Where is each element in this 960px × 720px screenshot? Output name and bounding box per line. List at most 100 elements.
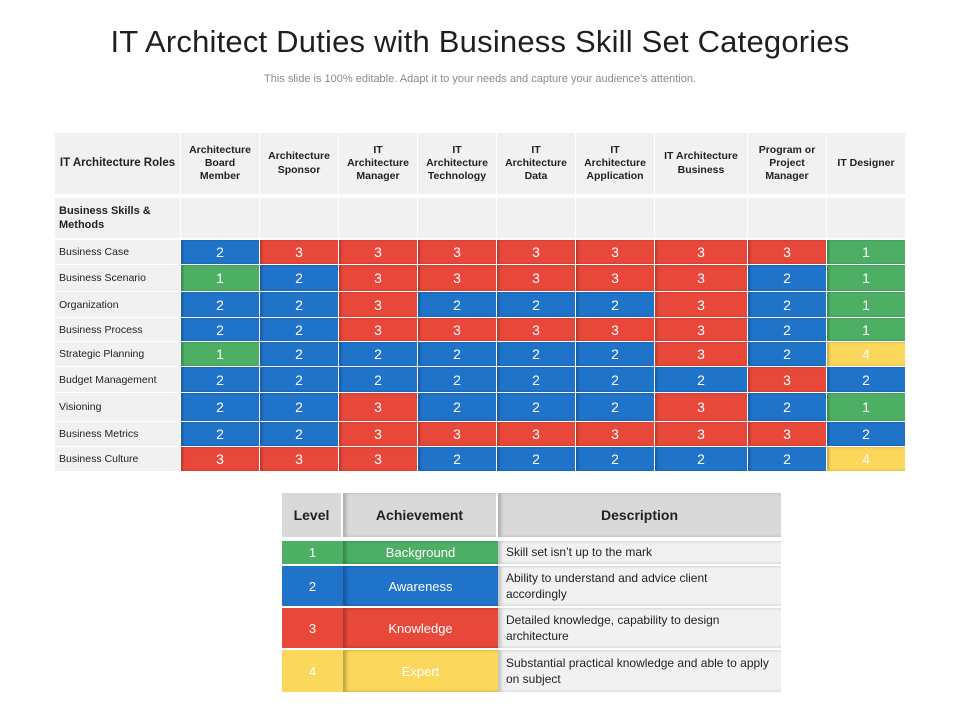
skill-level-cell: 2 — [260, 292, 338, 317]
skill-level-cell: 2 — [339, 367, 417, 392]
legend-description-cell: Skill set isn’t up to the mark — [498, 541, 781, 564]
matrix-corner-header: IT Architecture Roles — [55, 133, 180, 194]
column-header: Program or Project Manager — [748, 133, 826, 194]
row-label: Business Process — [55, 318, 180, 341]
skill-level-cell: 3 — [748, 367, 826, 392]
skill-level-cell: 2 — [576, 342, 654, 366]
row-label: Business Case — [55, 240, 180, 264]
skill-level-cell: 2 — [260, 393, 338, 421]
skill-level-cell: 3 — [576, 422, 654, 446]
row-label: Visioning — [55, 393, 180, 421]
skill-level-cell: 2 — [418, 292, 496, 317]
column-header: IT Architecture Manager — [339, 133, 417, 194]
skill-level-cell: 3 — [260, 240, 338, 264]
skill-level-cell: 2 — [655, 367, 747, 392]
skill-level-cell: 2 — [181, 240, 259, 264]
skill-level-cell: 2 — [260, 265, 338, 291]
row-label: Business Metrics — [55, 422, 180, 446]
skill-level-cell: 2 — [497, 393, 575, 421]
skill-level-cell: 3 — [655, 342, 747, 366]
skill-level-cell: 3 — [497, 318, 575, 341]
skill-level-cell: 2 — [497, 367, 575, 392]
slide-subtitle: This slide is 100% editable. Adapt it to… — [264, 73, 696, 85]
skill-level-cell: 3 — [576, 265, 654, 291]
slide-title: IT Architect Duties with Business Skill … — [110, 24, 850, 59]
section-empty-cell — [655, 198, 747, 238]
skill-level-cell: 1 — [827, 265, 905, 291]
column-header: IT Architecture Data — [497, 133, 575, 194]
skill-level-cell: 2 — [418, 447, 496, 471]
skills-matrix: IT Architecture Roles Architecture Board … — [55, 133, 905, 471]
skill-level-cell: 3 — [339, 265, 417, 291]
row-label: Strategic Planning — [55, 342, 180, 366]
skill-level-cell: 2 — [497, 447, 575, 471]
skill-level-cell: 1 — [827, 318, 905, 341]
legend-description-cell: Detailed knowledge, capability to design… — [498, 608, 781, 648]
column-header: Architecture Board Member — [181, 133, 259, 194]
legend-level-cell: 1 — [282, 541, 343, 564]
skill-level-cell: 2 — [418, 342, 496, 366]
skill-level-cell: 2 — [497, 342, 575, 366]
skill-level-cell: 2 — [181, 422, 259, 446]
skill-level-cell: 4 — [827, 447, 905, 471]
skill-level-cell: 3 — [418, 265, 496, 291]
section-empty-cell — [260, 198, 338, 238]
legend-header-achievement: Achievement — [343, 493, 496, 537]
skill-level-cell: 3 — [339, 447, 417, 471]
legend-achievement-cell: Awareness — [343, 566, 498, 606]
section-empty-cell — [827, 198, 905, 238]
legend-achievement-cell: Background — [343, 541, 498, 564]
skill-level-cell: 3 — [497, 265, 575, 291]
skill-level-cell: 4 — [827, 342, 905, 366]
skill-level-cell: 2 — [260, 342, 338, 366]
level-legend-table: Level Achievement Description 1 Background Sk… — [282, 493, 781, 693]
skill-level-cell: 3 — [497, 240, 575, 264]
skill-level-cell: 2 — [418, 393, 496, 421]
section-label: Business Skills & Methods — [55, 198, 180, 238]
skill-level-cell: 3 — [655, 240, 747, 264]
skill-level-cell: 2 — [181, 318, 259, 341]
section-empty-cell — [339, 198, 417, 238]
skill-level-cell: 2 — [576, 292, 654, 317]
column-header: IT Architecture Application — [576, 133, 654, 194]
skill-level-cell: 2 — [748, 393, 826, 421]
skill-level-cell: 3 — [655, 393, 747, 421]
section-empty-cell — [418, 198, 496, 238]
row-label: Business Scenario — [55, 265, 180, 291]
skill-level-cell: 3 — [339, 292, 417, 317]
skill-level-cell: 2 — [748, 292, 826, 317]
legend-header-level: Level — [282, 493, 341, 537]
skill-level-cell: 2 — [181, 367, 259, 392]
legend-level-cell: 4 — [282, 650, 343, 692]
skill-level-cell: 3 — [418, 318, 496, 341]
column-header: IT Designer — [827, 133, 905, 194]
skill-level-cell: 3 — [181, 447, 259, 471]
skill-level-cell: 2 — [576, 393, 654, 421]
legend-level-cell: 2 — [282, 566, 343, 606]
skill-level-cell: 3 — [418, 422, 496, 446]
skill-level-cell: 3 — [655, 318, 747, 341]
skill-level-cell: 3 — [339, 422, 417, 446]
column-header: IT Architecture Technology — [418, 133, 496, 194]
skill-level-cell: 2 — [497, 292, 575, 317]
skill-level-cell: 1 — [827, 292, 905, 317]
skill-level-cell: 2 — [576, 447, 654, 471]
row-label: Business Culture — [55, 447, 180, 471]
skill-level-cell: 3 — [339, 240, 417, 264]
skill-level-cell: 2 — [181, 393, 259, 421]
skill-level-cell: 2 — [260, 422, 338, 446]
skill-level-cell: 1 — [181, 342, 259, 366]
skill-level-cell: 3 — [418, 240, 496, 264]
skill-level-cell: 3 — [339, 393, 417, 421]
skill-level-cell: 2 — [748, 318, 826, 341]
section-empty-cell — [748, 198, 826, 238]
skill-level-cell: 3 — [748, 240, 826, 264]
skill-level-cell: 2 — [260, 367, 338, 392]
skill-level-cell: 2 — [827, 367, 905, 392]
legend-description-cell: Ability to understand and advice client … — [498, 566, 781, 606]
skill-level-cell: 3 — [497, 422, 575, 446]
row-label: Organization — [55, 292, 180, 317]
skill-level-cell: 1 — [827, 240, 905, 264]
legend-achievement-cell: Knowledge — [343, 608, 498, 648]
skill-level-cell: 2 — [748, 265, 826, 291]
